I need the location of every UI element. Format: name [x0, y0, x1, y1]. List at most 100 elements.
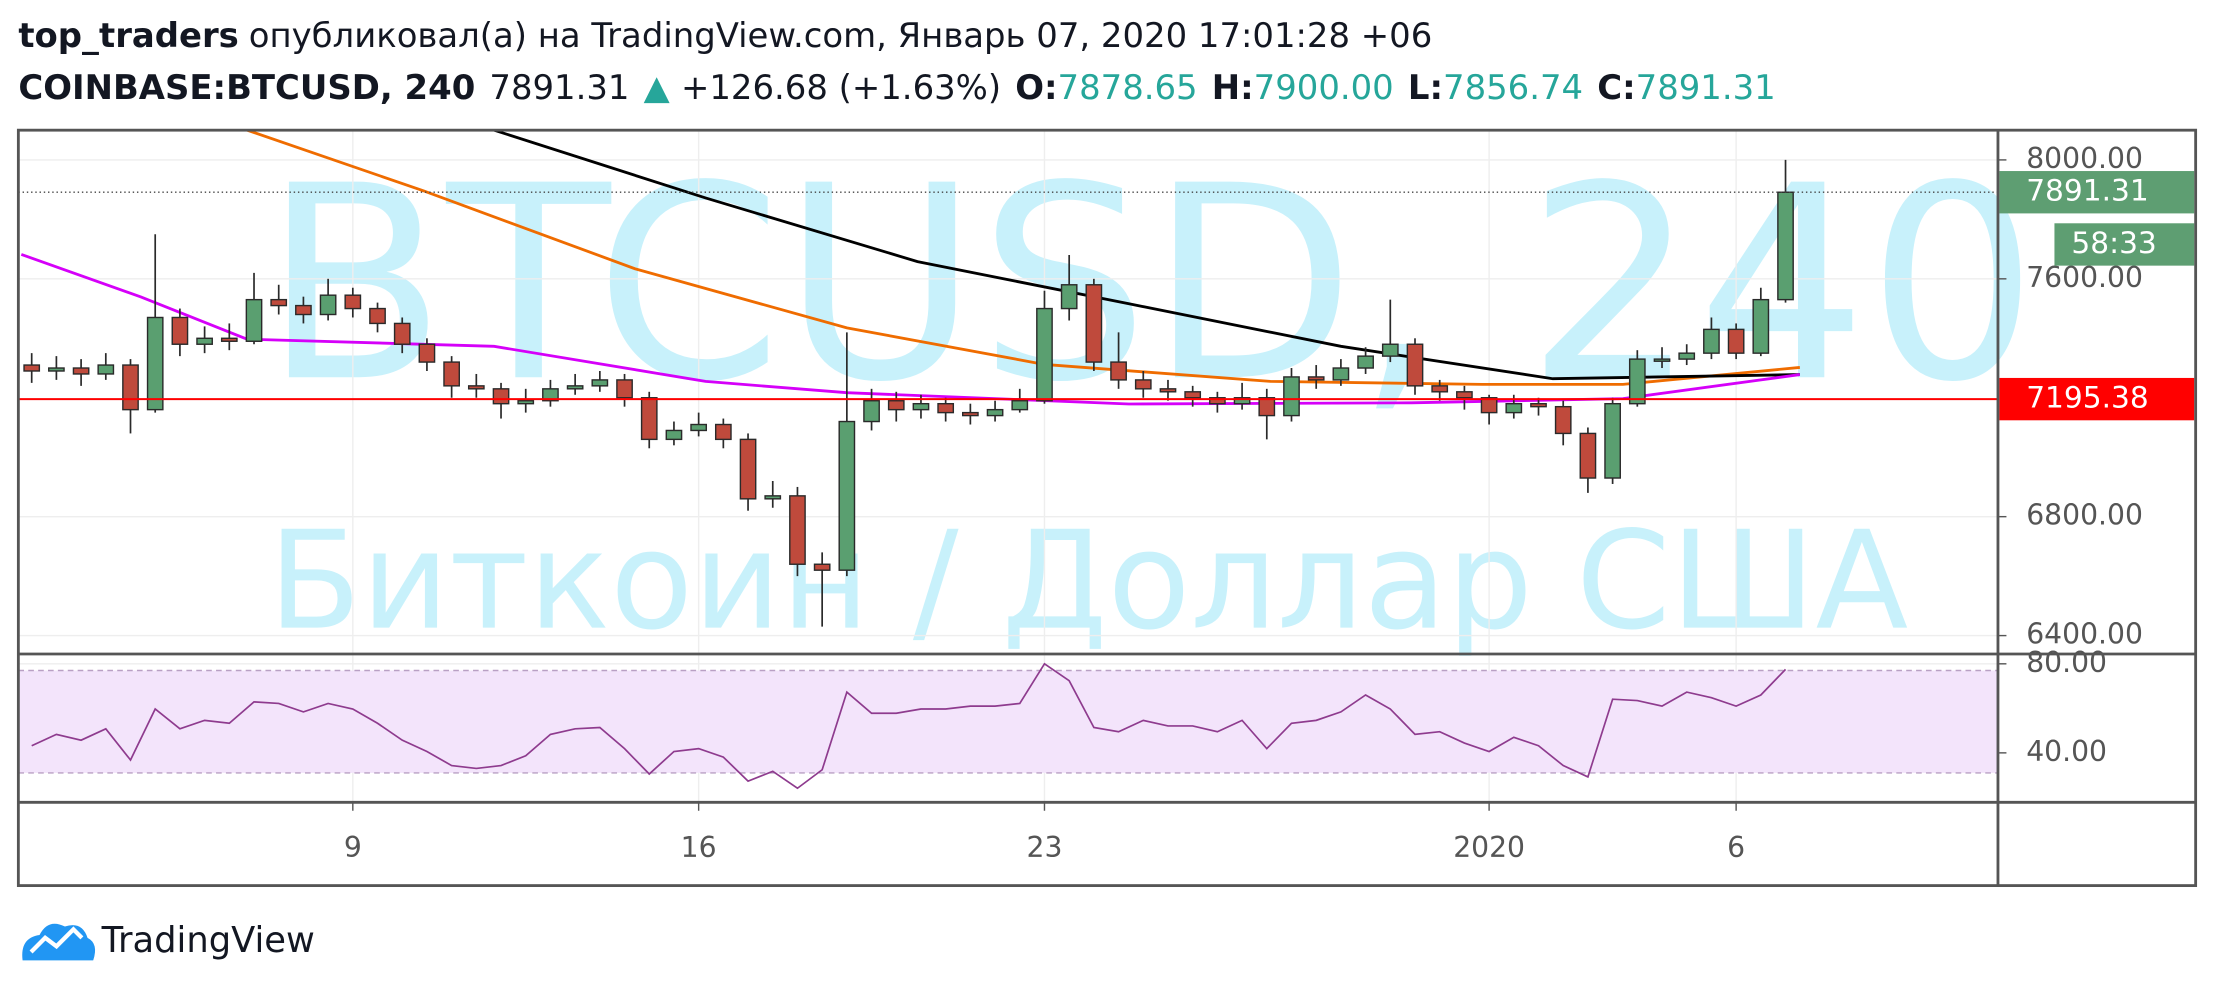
candle-body [245, 298, 263, 342]
brand-logo [22, 923, 96, 961]
last-price-label: 7891.31 [2026, 173, 2149, 208]
candle-body [1209, 397, 1226, 405]
candle-body [146, 316, 164, 411]
candle-body [813, 563, 831, 571]
x-tick-label: 16 [681, 831, 717, 864]
header-line: top_traders опубликовал(а) на TradingView… [18, 15, 1432, 54]
price-level-label: 7195.38 [2026, 380, 2149, 415]
candle-body [1653, 358, 1671, 362]
candle-body [640, 397, 658, 441]
candle-body [393, 322, 411, 345]
y-tick-label: 40.00 [2026, 735, 2107, 768]
change-arrow: ▲ [644, 68, 670, 107]
x-tick-label: 6 [1727, 831, 1745, 864]
candle-body [566, 385, 584, 390]
candle-body [1752, 298, 1770, 354]
candle-body [1505, 402, 1523, 414]
candle-body [1060, 284, 1078, 310]
ohlc-value: 7878.65 [1058, 68, 1198, 107]
candle-body [319, 294, 337, 316]
indicator-line [493, 130, 1800, 381]
last-price-tag [1999, 171, 2195, 214]
pane [18, 662, 1998, 790]
candle-body [616, 379, 633, 399]
candle-body [690, 423, 708, 432]
candle-body [665, 429, 683, 441]
candle-body [1456, 391, 1473, 399]
candle-body [1307, 376, 1325, 381]
candle-body [443, 361, 460, 387]
watermark: BTCUSD, 240 [263, 129, 2038, 441]
last-price: 7891.31 [489, 68, 629, 107]
frame [16, 128, 2198, 888]
candle-body [1678, 352, 1696, 360]
watermark: Биткоин / Доллар США [268, 502, 1908, 660]
candle-body [171, 316, 189, 345]
candle-body [1110, 361, 1127, 381]
candle-body [887, 400, 905, 411]
x-tick-label: 9 [344, 831, 362, 864]
change: +126.68 (+1.63%) [681, 68, 1001, 107]
y-tick-label: 6800.00 [2026, 499, 2143, 532]
candle-body [369, 307, 386, 325]
rsi-line [31, 662, 1787, 790]
candle-body [1357, 355, 1374, 369]
candle-body [1283, 376, 1300, 417]
header-line: COINBASE:BTCUSD, 240 7891.31 ▲ +126.68 (+1.… [18, 68, 1775, 107]
candle-body [739, 438, 757, 500]
symbol: COINBASE:BTCUSD, 240 [18, 68, 475, 107]
candle-body [986, 408, 1004, 417]
countdown-label: 58:33 [2071, 225, 2156, 260]
candle-body [517, 400, 535, 405]
candle-body [1085, 284, 1103, 363]
candle-body [23, 364, 41, 372]
candle-body [714, 423, 732, 441]
candle-body [1258, 397, 1276, 417]
header-text: top_traders опубликовал(а) на TradingView… [18, 15, 1432, 54]
candle-body [1332, 367, 1350, 381]
candle-body [1431, 385, 1449, 393]
candle-body [591, 379, 609, 387]
candle-body [270, 298, 288, 307]
rsi-band [18, 670, 1998, 773]
price-level-tag [1999, 377, 2195, 421]
ohlc-value: 7891.31 [1636, 68, 1776, 107]
ohlc-value: 7900.00 [1254, 68, 1394, 107]
ohlc-label: L: [1408, 68, 1443, 107]
candle-body [863, 400, 880, 423]
candle-body [196, 337, 213, 345]
candle-body [72, 367, 90, 375]
candle-body [1159, 388, 1177, 393]
candle-body [122, 364, 139, 411]
candle-body [542, 388, 559, 402]
candle-body [1406, 343, 1424, 387]
candle-body [1727, 328, 1745, 354]
candle-body [344, 294, 362, 310]
candle-body [1233, 397, 1251, 405]
candle-body [1628, 358, 1646, 405]
indicator-line [20, 253, 1801, 406]
candle-body [1703, 328, 1720, 354]
author: top_traders [18, 15, 239, 54]
candle-body [1579, 432, 1597, 479]
y-tick-label: 80.00 [2026, 646, 2107, 679]
candle-body [1554, 405, 1572, 435]
candle-body [1480, 397, 1498, 414]
brand-name: TradingView [101, 920, 315, 961]
y-tick-label: 8000.00 [2026, 142, 2143, 175]
candle-body [1604, 402, 1621, 479]
candle-body [838, 420, 856, 571]
candle-body [764, 495, 782, 500]
candle-body [1036, 307, 1053, 402]
countdown-tag [2054, 223, 2195, 266]
published: опубликовал(а) на TradingView.com, Январ… [249, 15, 1433, 54]
candle-body [418, 343, 436, 363]
candle-body [1777, 191, 1794, 301]
candle-body [295, 304, 312, 316]
candle-body [912, 402, 930, 411]
candle-body [220, 337, 238, 342]
x-tick-label: 23 [1027, 831, 1063, 864]
ohlc-label: H: [1212, 68, 1254, 107]
